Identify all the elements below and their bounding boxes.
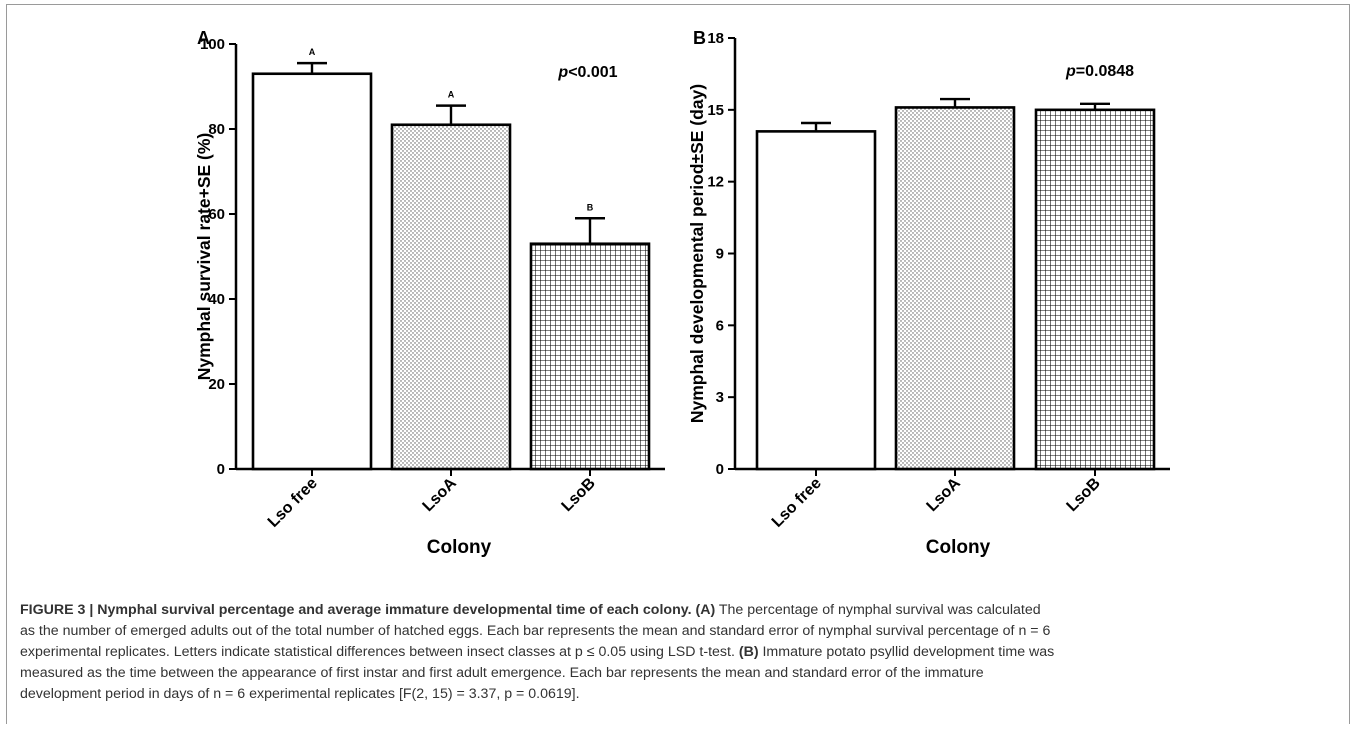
- panel-letter: B: [693, 28, 706, 48]
- y-tick-label: 15: [707, 102, 724, 119]
- y-tick-label: 0: [217, 461, 225, 478]
- y-tick-label: 100: [200, 36, 225, 53]
- category-label: LsoB: [1064, 475, 1104, 515]
- bar: [251, 72, 373, 471]
- panel-letter: A: [197, 28, 210, 48]
- y-tick-label: 3: [716, 389, 724, 406]
- significance-letter: A: [309, 47, 316, 57]
- y-tick-label: 20: [208, 376, 225, 393]
- category-label: LsoA: [924, 474, 965, 515]
- y-axis-title: Nymphal survival rate+SE (%): [194, 133, 214, 381]
- panel-b-chart: B 0 3 6 9 12 15 18 Nymphal developmental period±…: [687, 28, 1170, 558]
- y-tick-label: 80: [208, 121, 225, 138]
- caption-line-2: as the number of emerged adults out of t…: [20, 623, 1051, 639]
- caption-line-3: experimental replicates. Letters indicat…: [20, 642, 1340, 663]
- caption-text-3b: Immature potato psyllid development time…: [758, 644, 1055, 660]
- figure-caption: FIGURE 3 | Nymphal survival percentage a…: [20, 600, 1340, 705]
- x-axis-title: Colony: [926, 537, 991, 558]
- bar: [390, 123, 512, 471]
- y-tick-label: 0: [716, 461, 724, 478]
- y-axis-title: Nymphal developmental period±SE (day): [687, 84, 707, 423]
- significance-letter: B: [587, 202, 594, 212]
- bar: [1034, 108, 1156, 471]
- p-value-symbol: p: [557, 64, 568, 81]
- caption-line-4: measured as the time between the appeara…: [20, 665, 984, 681]
- p-value-annotation: p=0.0848: [1065, 63, 1134, 80]
- y-tick-label: 60: [208, 206, 225, 223]
- y-tick-label: 40: [208, 291, 225, 308]
- p-value-annotation: p<0.001: [557, 64, 617, 81]
- bar: [894, 106, 1016, 471]
- figure-frame: [6, 4, 1350, 724]
- panel-a-chart: A 0 20 40 60 80 100 Nymphal survival rate+SE (%…: [194, 28, 665, 558]
- p-value-symbol: p: [1065, 63, 1076, 80]
- significance-letter: A: [448, 90, 455, 100]
- category-label: Lso free: [265, 475, 321, 531]
- p-value-text: =0.0848: [1076, 63, 1134, 80]
- caption-tag-a: (A): [695, 602, 716, 618]
- y-tick-label: 18: [707, 30, 724, 47]
- x-axis-title: Colony: [427, 537, 492, 558]
- bar: [529, 242, 651, 471]
- category-label: LsoA: [420, 474, 461, 515]
- p-value-text: <0.001: [568, 64, 617, 81]
- bar: [755, 130, 877, 471]
- category-label: Lso free: [769, 475, 825, 531]
- caption-line-1: FIGURE 3 | Nymphal survival percentage a…: [20, 600, 1340, 621]
- caption-text-3a: experimental replicates. Letters indicat…: [20, 644, 739, 660]
- y-tick-label: 9: [716, 246, 724, 263]
- caption-tag-b: (B): [738, 644, 759, 660]
- y-tick-label: 6: [716, 317, 724, 334]
- category-label: LsoB: [559, 475, 599, 515]
- y-tick-label: 12: [707, 174, 724, 191]
- caption-text-a: The percentage of nymphal survival was c…: [715, 602, 1041, 618]
- caption-line-5: development period in days of n = 6 expe…: [20, 686, 580, 702]
- caption-title: FIGURE 3 | Nymphal survival percentage a…: [20, 602, 692, 618]
